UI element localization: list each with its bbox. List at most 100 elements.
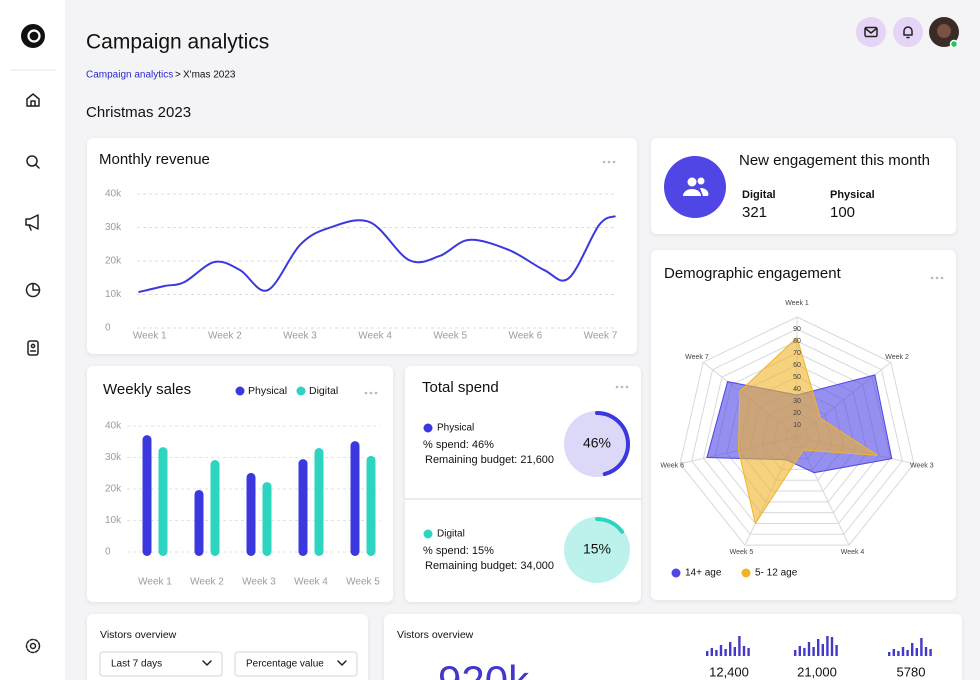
y-tick-label: 20k (105, 484, 122, 495)
radar-tick-label: 90 (793, 326, 801, 333)
spark-bar (826, 636, 829, 656)
revenue-line (138, 215, 616, 294)
radar-tick-label: 20 (793, 410, 801, 417)
page-title: Campaign analytics (86, 31, 269, 54)
badge-icon[interactable] (27, 340, 39, 356)
mail-button[interactable] (856, 17, 886, 47)
spark-bar (920, 638, 923, 656)
spend-menu[interactable] (615, 385, 629, 389)
radar-axis-label: Week 6 (660, 462, 684, 469)
legend-dot (741, 568, 751, 578)
spark-bar (794, 650, 797, 656)
chart-title: Weekly sales (103, 381, 191, 398)
revenue-menu[interactable] (602, 160, 616, 164)
bar (210, 460, 220, 556)
legend-dot (423, 529, 433, 539)
chart-title: Demographic engagement (664, 265, 842, 282)
radar-tick-label: 70 (793, 350, 801, 357)
y-tick-label: 40k (105, 189, 122, 200)
revenue-card (87, 138, 637, 354)
stat-value: 21,000 (797, 664, 837, 679)
notification-button[interactable] (893, 17, 923, 47)
x-tick-label: Week 6 (508, 331, 542, 342)
y-tick-label: 0 (105, 547, 111, 558)
y-tick-label: 10k (105, 515, 122, 526)
users-icon (683, 177, 709, 196)
radar-ring (679, 316, 915, 546)
logo[interactable] (21, 24, 45, 48)
spend-budget: Remaining budget: 34,000 (425, 560, 554, 572)
spark-bar (892, 649, 895, 656)
x-tick-label: Week 4 (358, 331, 392, 342)
report-icon[interactable] (25, 282, 41, 298)
dropdown-text: Last 7 days (111, 659, 162, 670)
spark-bar (915, 648, 918, 656)
sales-menu[interactable] (364, 391, 378, 395)
bar (366, 455, 376, 556)
home-icon[interactable] (26, 93, 40, 107)
campaign-icon[interactable] (25, 214, 39, 231)
settings-icon[interactable] (25, 638, 41, 654)
radar-area (738, 336, 878, 525)
donut-arc (595, 517, 625, 534)
bar (298, 459, 308, 556)
engagement-label: Physical (830, 189, 875, 201)
radar-tick-label: 40 (793, 386, 801, 393)
y-tick-label: 30k (105, 222, 122, 233)
y-tick-label: 20k (105, 256, 122, 267)
spark-bar (742, 646, 746, 656)
breadcrumb-separator: > (175, 70, 181, 81)
radar-tick-label: 50 (793, 374, 801, 381)
x-tick-label: Week 4 (294, 577, 328, 588)
avatar[interactable] (929, 17, 959, 49)
spend-share: % spend: 46% (423, 439, 494, 451)
stat-value: 12,400 (709, 664, 749, 679)
engagement-card (651, 138, 956, 234)
legend-dot (296, 386, 306, 396)
y-tick-label: 30k (105, 452, 122, 463)
radar-tick-label: 80 (793, 338, 801, 345)
legend-label: 5- 12 age (755, 568, 798, 579)
x-tick-label: Week 1 (133, 331, 167, 342)
breadcrumb-link[interactable]: Campaign analytics (86, 70, 173, 81)
engagement-label: Digital (742, 189, 776, 201)
value-dropdown[interactable] (234, 651, 358, 677)
stat-value: 5780 (897, 664, 926, 679)
radar-axis-label: Week 4 (841, 549, 865, 556)
spark-bar (710, 648, 713, 656)
chevron-icon (337, 660, 347, 666)
donut-arc (595, 411, 630, 477)
spark-bar (729, 642, 732, 656)
spark-bar (706, 651, 709, 656)
spark-bar (835, 645, 838, 656)
x-tick-label: Week 2 (208, 331, 242, 342)
spark-bar (807, 642, 811, 656)
radar-tick-label: 10 (793, 422, 801, 429)
sales-card (87, 366, 393, 602)
radar-axis-label: Week 2 (885, 354, 909, 361)
spark-bar (897, 651, 900, 656)
x-tick-label: Week 2 (190, 577, 224, 588)
bar (158, 447, 168, 556)
search-icon[interactable] (26, 155, 40, 169)
donut-label: 15% (583, 541, 611, 557)
legend-label: 14+ age (685, 568, 722, 579)
bar (262, 482, 272, 556)
spend-name: Digital (437, 529, 465, 540)
spark-bar (817, 639, 820, 656)
spark-bar (901, 647, 905, 656)
x-tick-label: Week 1 (138, 577, 172, 588)
radar-tick-label: 30 (793, 398, 801, 405)
donut-label: 46% (583, 435, 611, 451)
radar-tick-label: 60 (793, 362, 801, 369)
bell-icon (903, 26, 913, 39)
donut-bg (564, 411, 630, 477)
y-tick-label: 0 (105, 323, 111, 334)
mail-icon (864, 26, 878, 38)
demographic-menu[interactable] (930, 276, 944, 280)
period-dropdown[interactable] (99, 651, 223, 677)
spark-bar (929, 649, 932, 656)
spark-bar (733, 647, 736, 656)
